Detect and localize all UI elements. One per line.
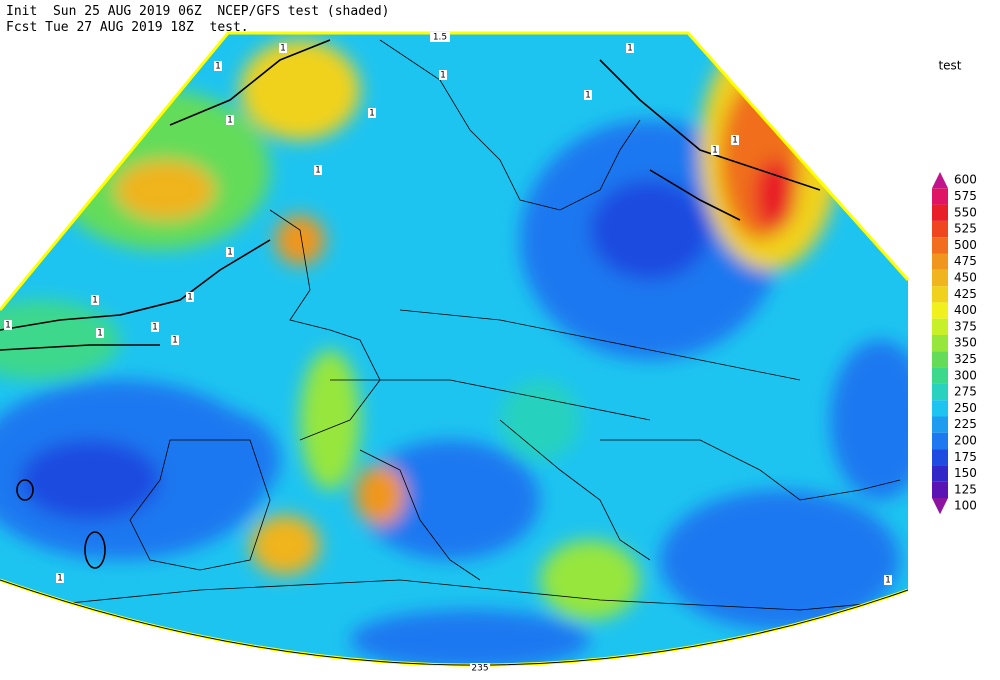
colorbar-label: 475 <box>954 254 977 268</box>
colorbar-label: 150 <box>954 466 977 480</box>
contour-label-bg <box>470 663 490 673</box>
colorbar-box <box>932 318 948 335</box>
colorbar-box <box>932 367 948 384</box>
contour-label: 1 <box>712 146 718 156</box>
contour-label-bg <box>584 90 592 100</box>
contour-label-bg <box>56 573 64 583</box>
contour-label-bg <box>314 165 322 175</box>
contour-label: 1 <box>215 62 221 72</box>
colorbar-label: 300 <box>954 368 977 382</box>
contour-label: 1 <box>585 91 591 101</box>
contour-label-bg <box>731 135 739 145</box>
colorbar-box <box>932 188 948 205</box>
colorbar-box <box>932 383 948 401</box>
contour-label-bg <box>4 320 12 330</box>
header-line: Init Sun 25 AUG 2019 06Z NCEP/GFS test (… <box>6 4 390 19</box>
contour-label: 1 <box>369 109 375 119</box>
contour-label: 1 <box>315 166 321 176</box>
colorbar-label: 375 <box>954 319 977 333</box>
contour-label-bg <box>279 43 287 53</box>
colorbar-box <box>932 302 948 319</box>
contour-label: 1 <box>227 116 233 126</box>
contour-label: 1 <box>732 136 738 146</box>
contour-label-bg <box>226 247 234 257</box>
colorbar-label: 250 <box>954 401 977 415</box>
contour-label-bg <box>626 43 634 53</box>
map-field <box>0 33 908 666</box>
contour-label-bg <box>368 108 376 118</box>
colorbar-box <box>932 400 948 417</box>
colorbar-box <box>932 481 948 498</box>
colorbar-box <box>932 449 948 466</box>
colorbar-label: 600 <box>954 173 977 187</box>
map-border <box>0 579 909 666</box>
header-line: Fcst Tue 27 AUG 2019 18Z test. <box>6 20 249 35</box>
colorbar-label: 225 <box>954 417 977 431</box>
legend-title: test <box>938 59 961 73</box>
colorbar-label: 175 <box>954 450 977 464</box>
contour-label-bg <box>430 32 450 42</box>
colorbar-label: 125 <box>954 482 977 496</box>
contour-label: 1.5 <box>433 33 447 43</box>
colorbar-box <box>932 286 948 303</box>
map-border <box>0 31 910 311</box>
contour-label-bg <box>884 575 892 585</box>
contour-label-bg <box>439 70 447 80</box>
colorbar-box <box>932 335 948 352</box>
colorbar-label: 550 <box>954 205 977 219</box>
contour-label: 235 <box>471 664 488 674</box>
colorbar-label: 350 <box>954 336 977 350</box>
colorbar-label: 400 <box>954 303 977 317</box>
colorbar-arrow <box>932 172 948 189</box>
colorbar-label: 575 <box>954 189 977 203</box>
contour-label: 1 <box>440 71 446 81</box>
contour-label: 1 <box>97 329 103 339</box>
colorbar-label: 425 <box>954 287 977 301</box>
contour-label-bg <box>186 292 194 302</box>
colorbar-box <box>932 416 948 433</box>
colorbar-label: 200 <box>954 433 977 447</box>
contour-label: 1 <box>172 336 178 346</box>
contour-label-bg <box>151 322 159 332</box>
colorbar-box <box>932 432 948 450</box>
colorbar-label: 450 <box>954 270 977 284</box>
contour-label-bg <box>171 335 179 345</box>
contour-label-bg <box>96 328 104 338</box>
contour-label-bg <box>226 115 234 125</box>
contour-label-bg <box>214 61 222 71</box>
colorbar-box <box>932 269 948 287</box>
colorbar-box <box>932 351 948 368</box>
contour-label: 1 <box>227 248 233 258</box>
contour-label: 1 <box>57 574 63 584</box>
contour-label: 1 <box>885 576 891 586</box>
colorbar-label: 500 <box>954 238 977 252</box>
colorbar-label: 100 <box>954 499 977 513</box>
colorbar-box <box>932 237 948 254</box>
colorbar-box <box>932 204 948 221</box>
colorbar-label: 275 <box>954 385 977 399</box>
contour-label: 1 <box>627 44 633 54</box>
colorbar-box <box>932 465 948 482</box>
colorbar-arrow <box>932 498 948 515</box>
colorbar-box <box>932 253 948 270</box>
contour-label-bg <box>91 295 99 305</box>
contour-label: 1 <box>92 296 98 306</box>
colorbar-label: 525 <box>954 222 977 236</box>
contour-label: 1 <box>152 323 158 333</box>
contour-label: 1 <box>187 293 193 303</box>
contour-label: 1 <box>5 321 11 331</box>
contour-label-bg <box>711 145 719 155</box>
colorbar-label: 325 <box>954 352 977 366</box>
colorbar-box <box>932 220 948 238</box>
contour-label: 1 <box>280 44 286 54</box>
